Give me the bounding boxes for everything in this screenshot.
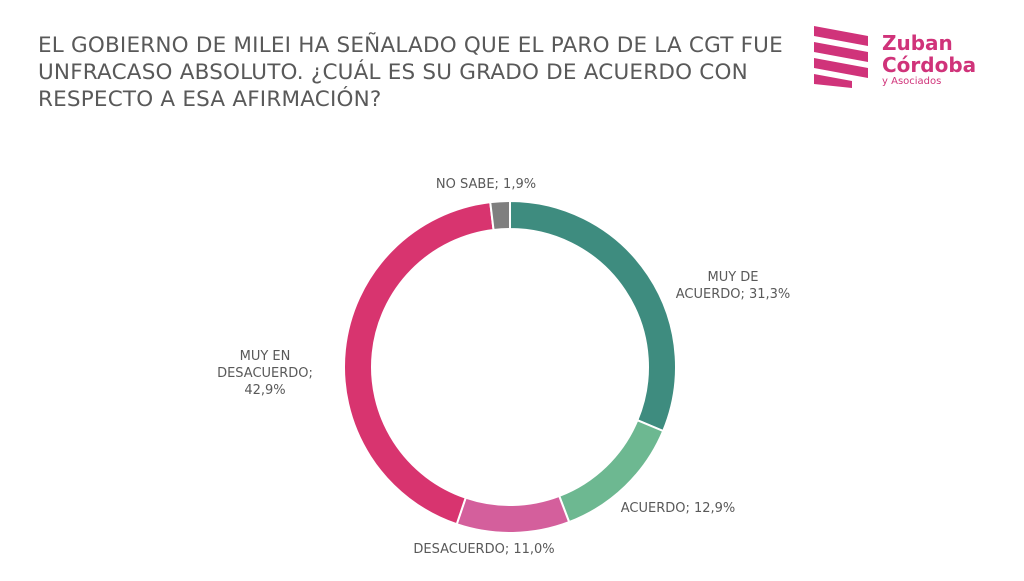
slice-labels: MUY DE ACUERDO; 31,3% ACUERDO; 12,9% DESACU…: [217, 177, 790, 557]
slice-desacuerdo: [455, 494, 571, 534]
slice-label-muy-de-acuerdo: MUY DE ACUERDO; 31,3%: [676, 270, 791, 302]
logo-tagline: y Asociados: [882, 76, 942, 87]
slice-no-sabe: [489, 199, 511, 232]
slice-label-muy-en-desacuerdo: MUY EN DESACUERDO; 42,9%: [217, 349, 313, 398]
slice-label-no-sabe: NO SABE; 1,9%: [436, 177, 536, 192]
slice-muy-en-desacuerdo: [343, 201, 495, 526]
slice-label-acuerdo: ACUERDO; 12,9%: [621, 501, 736, 516]
slice-label-desacuerdo: DESACUERDO; 11,0%: [413, 542, 554, 557]
chart-title: EL GOBIERNO DE MILEI HA SEÑALADO QUE EL …: [38, 33, 783, 112]
logo-name-line-1: Zuban: [882, 31, 953, 55]
slice-muy-de-acuerdo: [509, 199, 677, 433]
donut-slices: [343, 199, 677, 534]
zuban-cordoba-logo: Zuban Córdoba y Asociados: [812, 22, 982, 97]
logo-stripes-icon: [814, 26, 868, 88]
logo-name-line-2: Córdoba: [882, 53, 977, 77]
